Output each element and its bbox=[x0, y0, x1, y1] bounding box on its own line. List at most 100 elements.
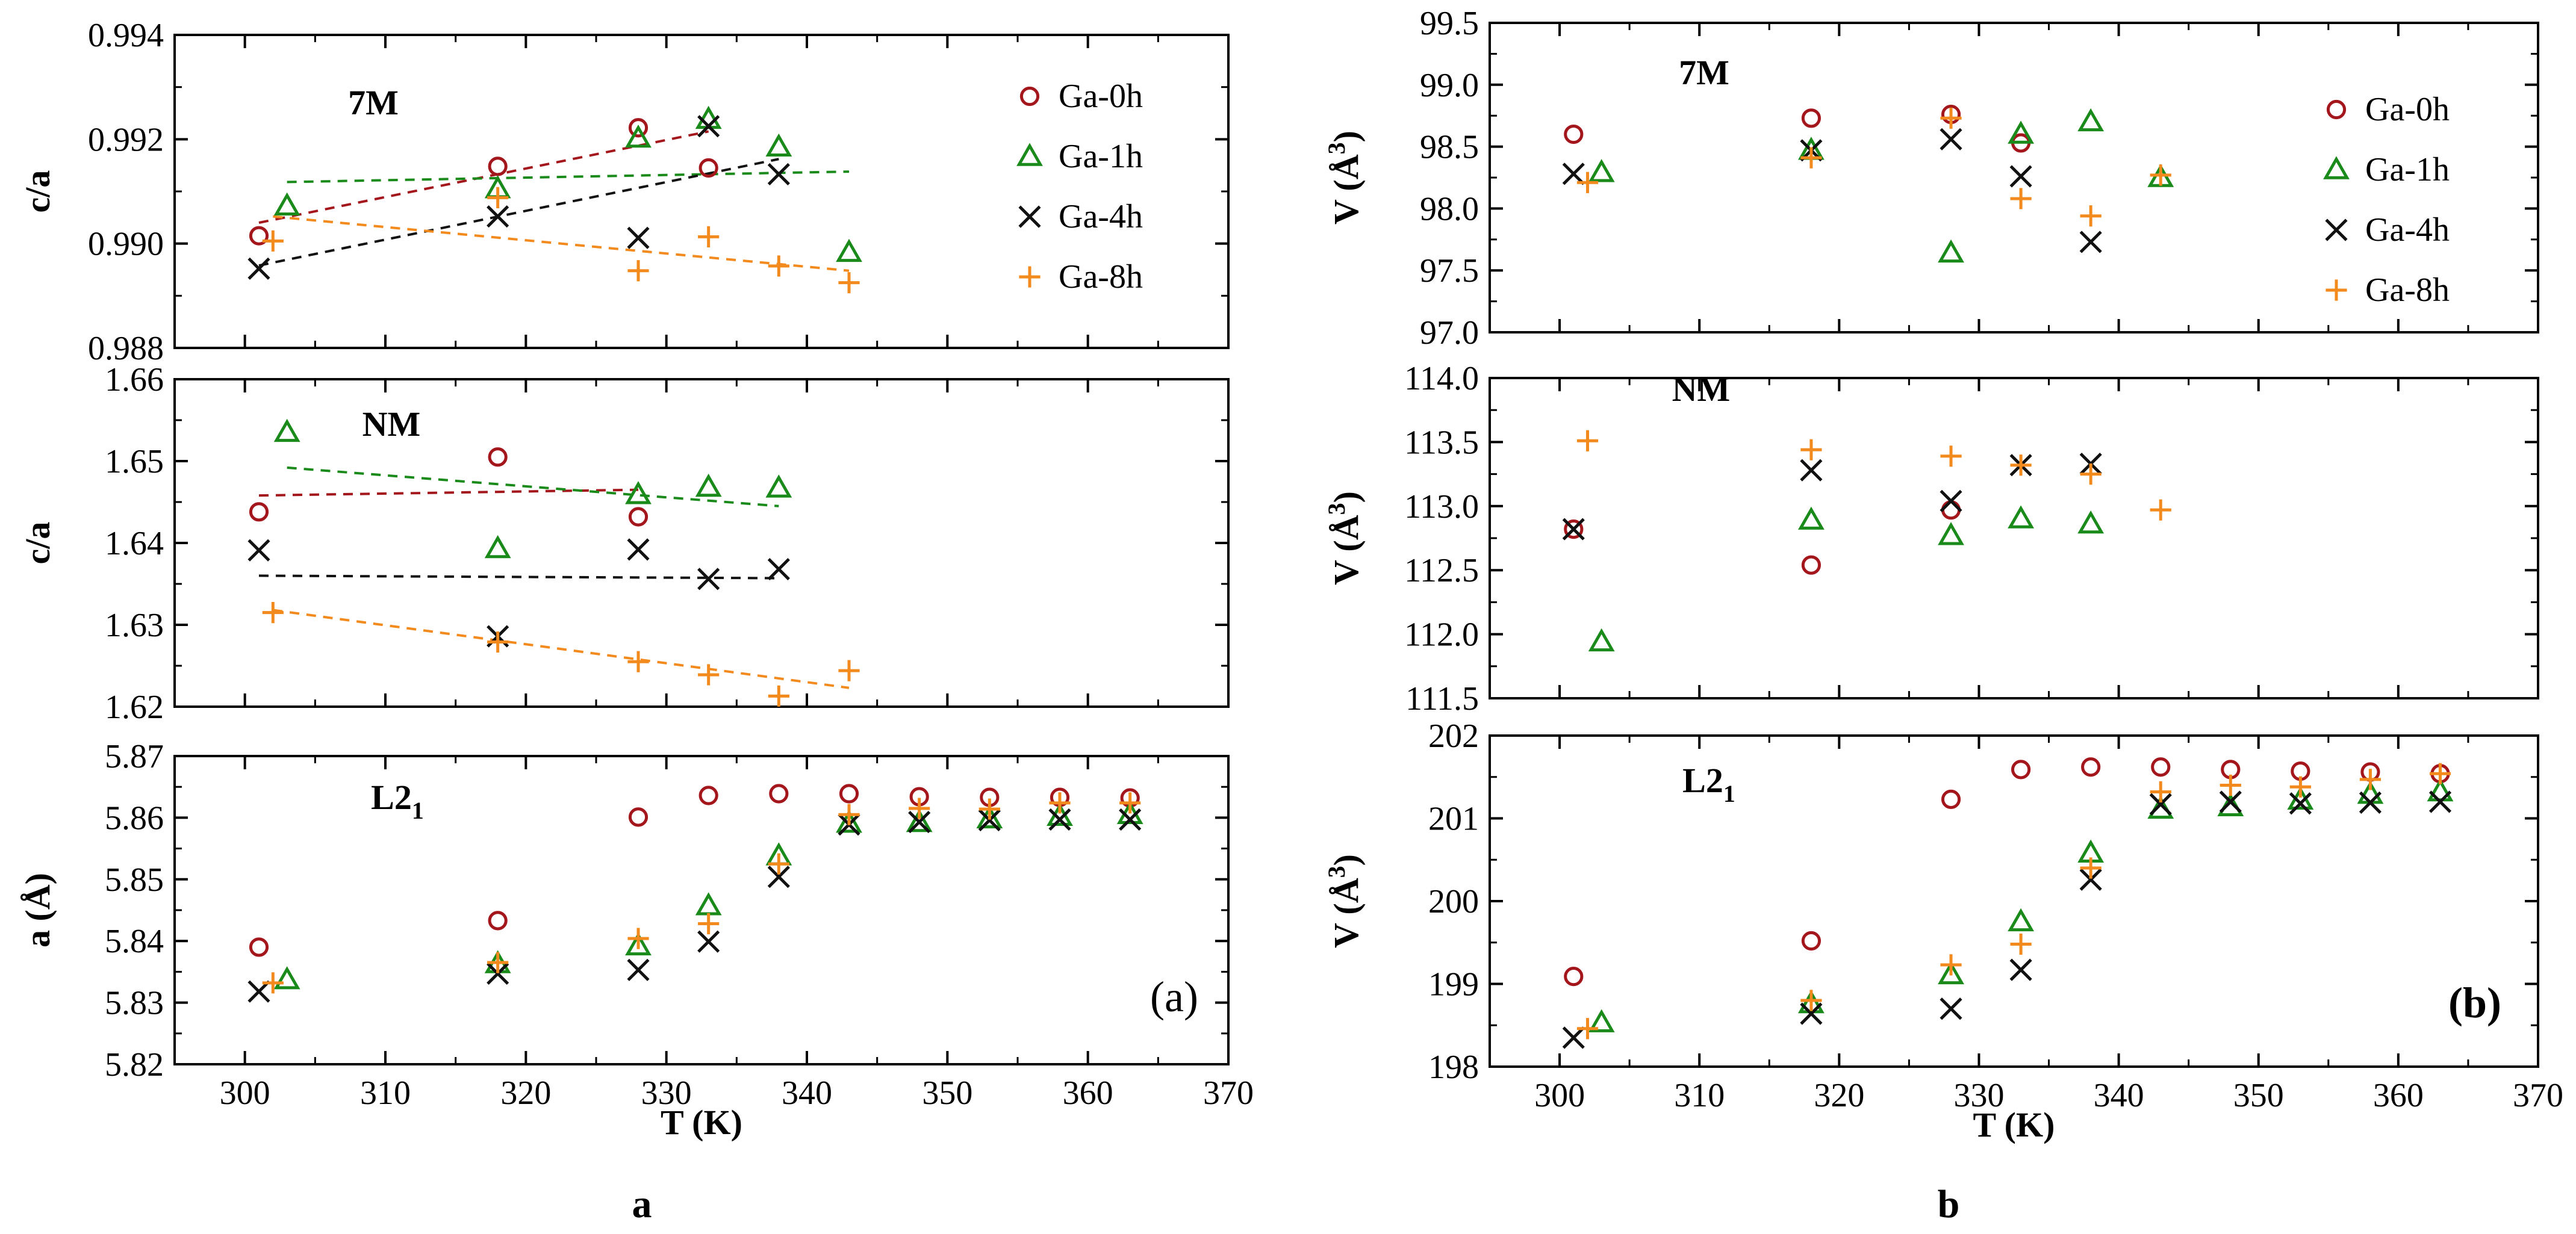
series-ga-1h bbox=[1588, 108, 2174, 263]
data-point-ga-1h bbox=[695, 892, 722, 916]
data-point-ga-8h bbox=[2150, 164, 2171, 186]
panel-corner-label: (a) bbox=[1150, 973, 1198, 1021]
y-tick-label: 97.5 bbox=[1420, 252, 1479, 290]
y-tick-label: 112.0 bbox=[1404, 616, 1479, 654]
data-point-ga-8h bbox=[2080, 205, 2102, 227]
series-ga-8h bbox=[262, 602, 860, 707]
figure-a: 0.988 0.990 0.992 0.994 c/a 7M Ga-0h Ga-1h Ga-4h… bbox=[18, 17, 1254, 1226]
panel-title: L21 bbox=[1682, 761, 1735, 807]
legend-marker-ga-8h bbox=[2326, 279, 2347, 301]
data-point-ga-4h bbox=[487, 205, 509, 228]
fit-line-ga-8h bbox=[273, 609, 850, 689]
data-point-ga-8h bbox=[838, 804, 860, 825]
data-point-ga-8h bbox=[978, 798, 1000, 820]
data-point-ga-0h bbox=[488, 157, 508, 176]
y-tick-label: 0.990 bbox=[88, 226, 164, 263]
y-tick-label: 114.0 bbox=[1404, 360, 1479, 397]
series-ga-4h bbox=[1562, 790, 2452, 1049]
fit-line-ga-1h bbox=[287, 170, 850, 184]
data-point-ga-8h bbox=[2359, 769, 2382, 790]
data-point-ga-8h bbox=[2010, 188, 2032, 209]
panel-b-nm: 111.5 112.0 112.5 113.0 113.5 114.0 V (Å3) NM bbox=[1323, 360, 2539, 718]
legend-label: Ga-4h bbox=[2365, 211, 2450, 249]
data-point-ga-8h bbox=[2010, 933, 2032, 955]
data-point-ga-8h bbox=[1800, 990, 1822, 1011]
data-point-ga-8h bbox=[1119, 792, 1141, 814]
data-point-ga-1h bbox=[1938, 961, 1964, 985]
x-tick-label: 370 bbox=[1203, 1074, 1254, 1112]
data-point-ga-8h bbox=[838, 272, 860, 294]
data-point-ga-0h bbox=[2081, 757, 2101, 777]
data-point-ga-4h bbox=[2009, 165, 2032, 188]
series-ga-8h bbox=[1576, 430, 2171, 521]
data-point-ga-4h bbox=[2079, 231, 2102, 253]
x-tick-label: 310 bbox=[360, 1074, 411, 1112]
data-point-ga-8h bbox=[2010, 454, 2032, 476]
data-point-ga-4h bbox=[978, 808, 1001, 832]
data-point-ga-4h bbox=[767, 866, 790, 888]
data-point-ga-0h bbox=[1564, 124, 1584, 144]
data-point-ga-1h bbox=[2077, 108, 2105, 132]
legend-label: Ga-4h bbox=[1059, 198, 1143, 235]
y-tick-label: 112.5 bbox=[1404, 552, 1479, 589]
data-point-ga-1h bbox=[273, 192, 300, 215]
panel-a-7m: 0.988 0.990 0.992 0.994 c/a 7M Ga-0h Ga-1h Ga-4h… bbox=[18, 17, 1230, 367]
series-ga-0h bbox=[1564, 757, 2450, 987]
series-ga-8h bbox=[1576, 763, 2451, 1040]
data-point-ga-8h bbox=[262, 972, 284, 994]
data-point-ga-4h bbox=[767, 557, 790, 581]
data-point-ga-4h bbox=[247, 980, 270, 1003]
series-ga-1h bbox=[273, 801, 1143, 990]
legend-label: Ga-8h bbox=[1059, 258, 1143, 296]
y-tick-label: 99.5 bbox=[1420, 5, 1479, 42]
fit-line-ga-0h bbox=[258, 488, 639, 497]
data-point-ga-4h bbox=[247, 539, 270, 562]
y-tick-label: 1.66 bbox=[105, 361, 164, 398]
x-tick-label: 350 bbox=[2233, 1077, 2284, 1114]
data-point-ga-0h bbox=[488, 447, 508, 467]
panel-title: L21 bbox=[371, 778, 424, 824]
data-point-ga-8h bbox=[1576, 430, 1599, 451]
legend: Ga-0h Ga-1h Ga-4h Ga-8h bbox=[1016, 78, 1143, 296]
data-point-ga-1h bbox=[625, 932, 652, 956]
data-point-ga-0h bbox=[1941, 500, 1961, 520]
plot-frame bbox=[1489, 377, 2539, 699]
data-point-ga-0h bbox=[1801, 931, 1822, 951]
data-point-ga-8h bbox=[1049, 792, 1071, 814]
data-point-ga-8h bbox=[768, 255, 789, 277]
caption-a: a bbox=[632, 1182, 652, 1226]
y-tick-label: 113.0 bbox=[1404, 488, 1479, 526]
data-point-ga-1h bbox=[765, 474, 792, 498]
data-point-ga-4h bbox=[1562, 1026, 1585, 1049]
y-tick-label: 111.5 bbox=[1405, 680, 1479, 718]
data-point-ga-0h bbox=[1564, 967, 1584, 987]
series-ga-0h bbox=[249, 118, 718, 246]
caption-b: b bbox=[1938, 1182, 1960, 1226]
y-tick-label: 5.87 bbox=[105, 738, 164, 775]
data-point-ga-1h bbox=[484, 535, 511, 559]
fit-line-ga-1h bbox=[287, 466, 779, 507]
data-point-ga-8h bbox=[768, 685, 789, 707]
legend-label: Ga-1h bbox=[2365, 151, 2450, 188]
data-point-ga-1h bbox=[906, 808, 933, 832]
data-point-ga-4h bbox=[697, 115, 720, 138]
series-ga-8h bbox=[262, 187, 860, 294]
y-tick-label: 199 bbox=[1428, 966, 1479, 1003]
data-point-ga-8h bbox=[487, 952, 509, 973]
panel-b-l21: 300 310 320 330 340 350 360 370 198 199 200 201 202 V… bbox=[1323, 718, 2563, 1144]
data-point-ga-1h bbox=[1588, 159, 1615, 182]
data-point-ga-8h bbox=[627, 928, 649, 949]
y-tick-label: 97.0 bbox=[1420, 314, 1479, 352]
data-point-ga-8h bbox=[627, 651, 649, 672]
data-point-ga-8h bbox=[2150, 499, 2171, 521]
data-point-ga-4h bbox=[2079, 868, 2102, 891]
series-ga-0h bbox=[249, 447, 649, 527]
data-point-ga-8h bbox=[2080, 857, 2102, 879]
x-tick-label: 340 bbox=[782, 1074, 832, 1112]
data-point-ga-8h bbox=[1940, 954, 1962, 976]
data-point-ga-1h bbox=[1797, 506, 1825, 530]
x-tick-label: 360 bbox=[1063, 1074, 1113, 1112]
data-point-ga-1h bbox=[1588, 1009, 1615, 1032]
data-point-ga-8h bbox=[698, 226, 720, 247]
data-point-ga-8h bbox=[1576, 1018, 1599, 1040]
